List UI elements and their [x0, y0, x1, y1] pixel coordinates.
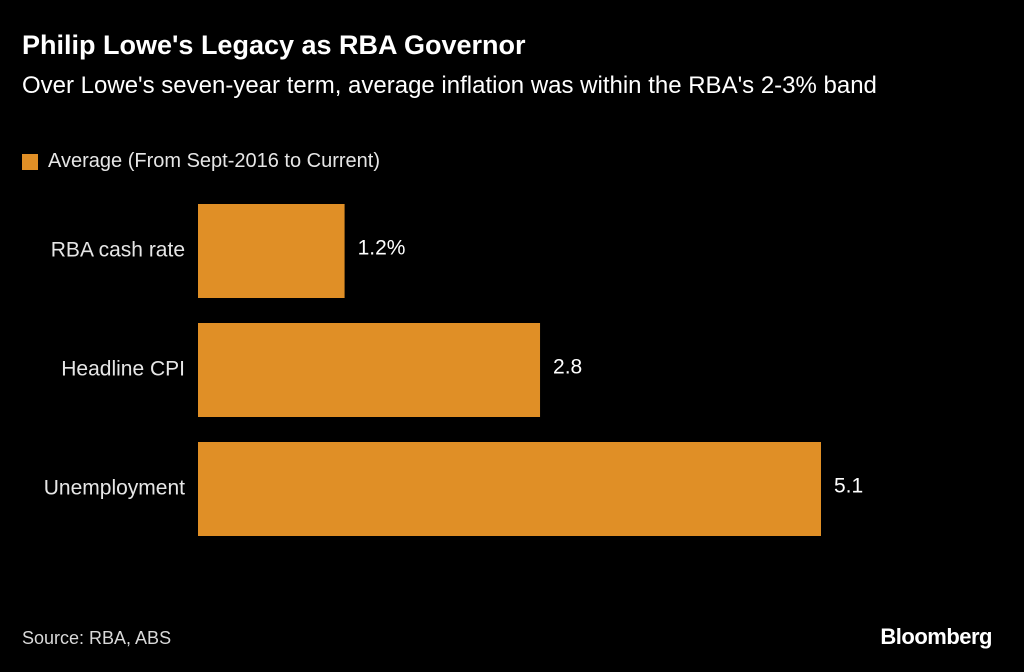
bar	[198, 323, 541, 417]
data-label: 2.8	[553, 356, 582, 379]
bar	[198, 442, 821, 536]
data-label: 5.1	[834, 475, 863, 498]
category-label: Unemployment	[44, 477, 185, 500]
bar	[198, 204, 345, 298]
category-label: Headline CPI	[61, 358, 185, 381]
source-note: Source: RBA, ABS	[22, 628, 172, 648]
legend: Average (From Sept-2016 to Current)	[22, 150, 380, 173]
bar-chart: RBA cash rate 1.2% Headline CPI 2.8 Unemploy…	[44, 204, 863, 536]
legend-label: Average (From Sept-2016 to Current)	[48, 150, 381, 172]
chart-title: Philip Lowe's Legacy as RBA Governor	[22, 30, 526, 60]
bloomberg-logo: Bloomberg	[880, 624, 992, 649]
chart-subtitle: Over Lowe's seven-year term, average inf…	[22, 72, 877, 99]
data-label: 1.2%	[358, 237, 406, 260]
category-label: RBA cash rate	[51, 239, 185, 262]
legend-swatch	[22, 153, 38, 170]
